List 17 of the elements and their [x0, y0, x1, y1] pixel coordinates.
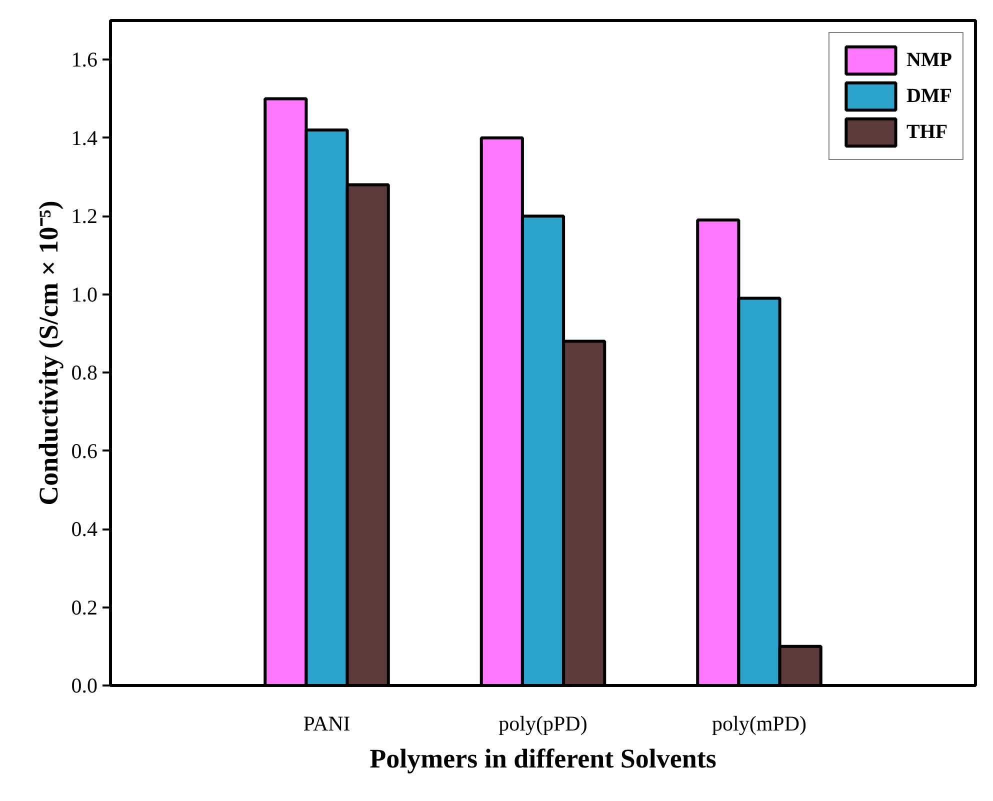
x-axis-title: Polymers in different Solvents [370, 744, 716, 774]
x-tick-label: poly(pPD) [498, 712, 588, 736]
legend-label: NMP [906, 48, 952, 72]
y-axis-title: Conductivity (S/cm × 10⁻⁵) [33, 200, 64, 506]
x-tick-label: poly(mPD) [712, 712, 807, 736]
legend-label: THF [906, 120, 948, 144]
y-tick-label: 0.0 [71, 674, 98, 698]
y-tick-label: 0.6 [71, 438, 98, 463]
legend-label: DMF [906, 84, 952, 108]
y-tick-label: 1.2 [71, 204, 98, 228]
y-tick-label: 1.6 [71, 48, 98, 72]
x-tick-label: PANI [303, 712, 350, 736]
y-tick-label: 0.4 [71, 517, 98, 542]
y-tick-label: 1.0 [71, 282, 98, 306]
y-tick-label: 0.2 [71, 595, 98, 620]
y-tick-label: 1.4 [71, 126, 98, 150]
y-tick-label: 0.8 [71, 360, 98, 385]
